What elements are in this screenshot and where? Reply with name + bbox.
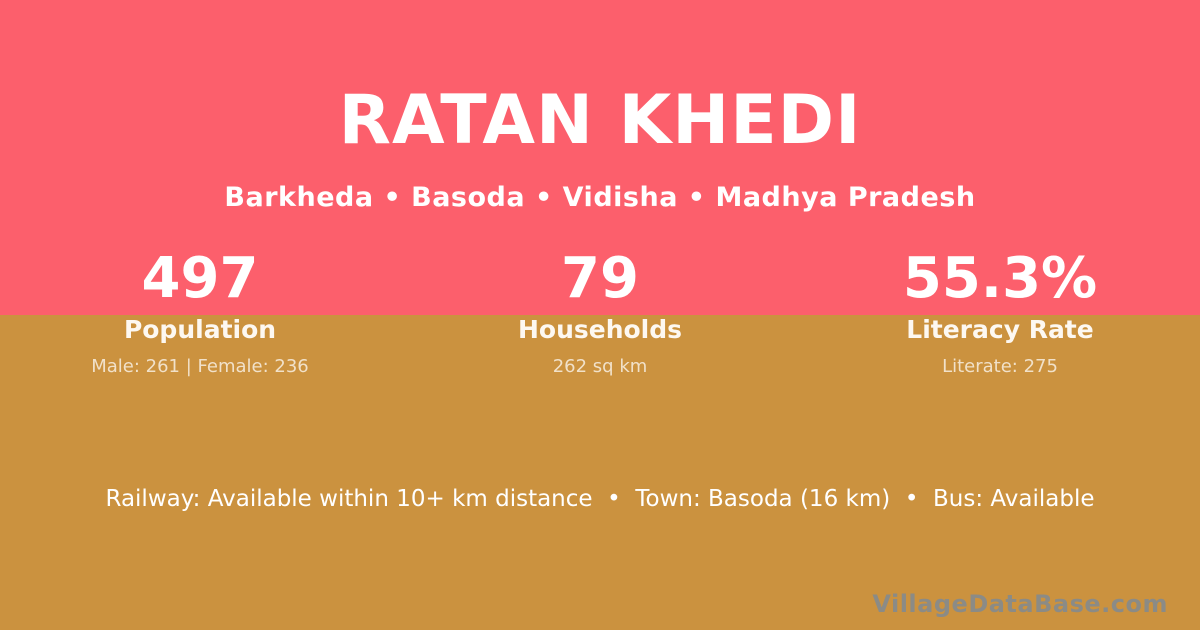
top-section-background xyxy=(0,0,1200,315)
literacy-rate-label: Literacy Rate xyxy=(906,315,1094,344)
stat-literacy-rate: 55.3% Literacy Rate Literate: 275 xyxy=(800,246,1200,378)
stats-row: 497 Population Male: 261 | Female: 236 7… xyxy=(0,246,1200,378)
literacy-rate-detail: Literate: 275 xyxy=(942,356,1058,377)
population-label: Population xyxy=(123,315,277,344)
transport-info-line: Railway: Available within 10+ km distanc… xyxy=(105,486,1095,512)
village-title: RATAN KHEDI xyxy=(338,81,862,160)
stat-households: 79 Households 262 sq km xyxy=(400,246,800,378)
households-detail: 262 sq km xyxy=(552,356,648,377)
location-breadcrumb: Barkheda • Basoda • Vidisha • Madhya Pra… xyxy=(224,182,976,213)
watermark-text: VillageDataBase.com xyxy=(872,590,1168,618)
literacy-rate-value: 55.3% xyxy=(902,246,1098,311)
households-value: 79 xyxy=(561,246,639,311)
households-label: Households xyxy=(517,315,683,344)
stat-population: 497 Population Male: 261 | Female: 236 xyxy=(0,246,400,378)
population-detail: Male: 261 | Female: 236 xyxy=(91,356,309,377)
population-value: 497 xyxy=(141,246,259,311)
bottom-section-background xyxy=(0,315,1200,630)
